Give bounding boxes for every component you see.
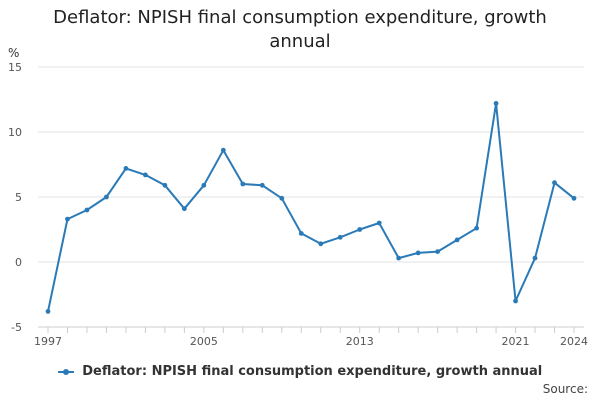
x-tick-label: 2021 [502,335,530,348]
y-tick-label: 5 [15,191,22,204]
data-point [513,298,518,304]
data-point [337,234,343,240]
data-point [220,147,226,153]
y-tick-label: 10 [8,126,22,139]
data-point [571,195,577,201]
legend-label: Deflator: NPISH final consumption expend… [82,364,543,379]
series-layer [45,101,577,314]
legend-swatch [57,368,74,375]
data-point [240,181,246,187]
data-point [318,241,324,247]
data-point [454,237,460,243]
data-point [84,207,90,213]
data-point [123,166,129,171]
y-tick-label: 0 [15,256,22,269]
y-tick-label: 15 [8,61,22,74]
data-point [201,182,207,188]
data-point [474,225,479,231]
x-tick-label: 2024 [560,335,588,348]
data-point [181,206,187,212]
data-point [415,250,421,256]
data-point [298,231,304,236]
data-point [279,195,285,201]
x-tick-label: 2013 [346,335,374,348]
data-point [435,249,441,255]
data-point [532,255,538,261]
data-point [357,227,363,232]
data-point [396,255,402,261]
y-axis-label: % [8,46,20,60]
data-point [65,216,70,222]
grid-lines [38,66,584,328]
series-line [47,102,575,312]
legend[interactable]: Deflator: NPISH final consumption expend… [0,364,600,379]
data-point [493,101,499,106]
data-point [376,220,382,226]
data-point [104,194,109,200]
data-point [552,180,557,186]
x-tick-label: 1997 [34,335,62,348]
axes: -5 0 5 10 15 1997 2005 2013 2021 2024 [8,61,588,348]
source-label: Source: [542,382,588,396]
data-point [143,172,148,178]
data-point [259,182,265,188]
data-point [162,182,168,188]
data-point [45,309,51,314]
y-tick-label: -5 [11,321,22,334]
x-tick-label: 2005 [190,335,218,348]
chart-title: Deflator: NPISH final consumption expend… [53,7,547,52]
